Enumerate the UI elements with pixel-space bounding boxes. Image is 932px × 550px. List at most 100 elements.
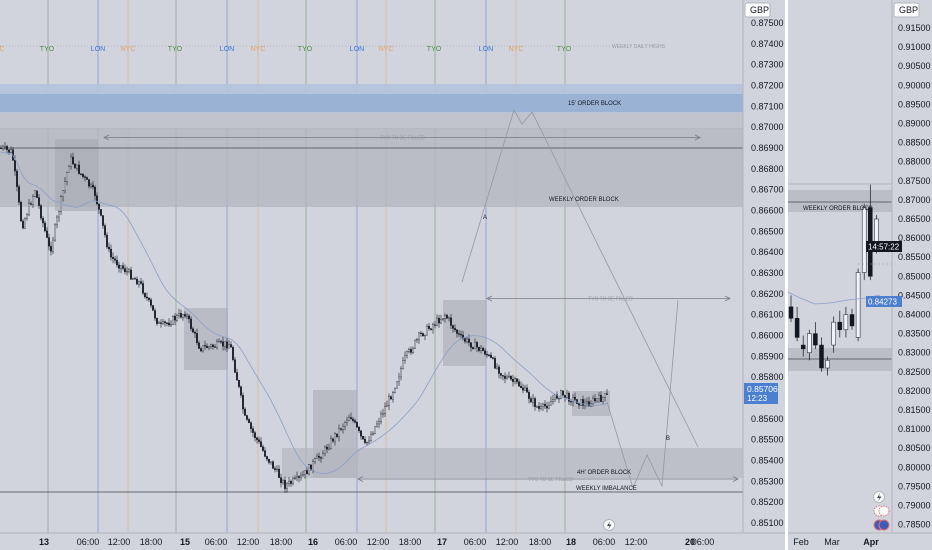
right-time-axis[interactable] [788,533,932,550]
candle-body [202,345,204,352]
right-y-tick-label: 0.86500 [898,214,931,224]
candle-body [296,476,298,479]
candle-body [70,156,72,167]
candle-body [570,401,572,403]
candle-body [256,437,258,440]
candle-body [176,315,178,321]
candle-body [116,259,118,266]
labels-right: WEEKLY ORDER BLOCK [803,206,873,212]
candle-body [88,179,90,187]
candle-body [402,360,404,369]
right-candle-body [825,360,830,369]
candle-body [206,345,208,349]
left-x-tick-label: 06:00 [205,537,228,547]
right-currency-label: GBP [899,5,918,15]
session-label: LON [220,46,234,53]
candle-body [350,417,352,420]
candle-body [498,366,500,374]
candle-body [592,398,594,405]
tyo-to-be-filled-mid-label: TYO TO BE FILLED [588,297,633,303]
left-y-tick-label: 0.87100 [751,101,784,111]
candle-body [508,375,510,378]
left-currency-label: GBP [750,5,769,15]
candle-body [278,468,280,478]
right-weekly-order-block-label: WEEKLY ORDER BLOCK [803,206,873,212]
left-x-tick-label: 12:00 [367,537,390,547]
candle-body [284,479,286,489]
pane-divider[interactable] [785,0,788,550]
right-x-tick-label: Apr [863,537,879,547]
candle-body [606,393,608,395]
candle-body [544,403,546,407]
order-block-15-label: 15' ORDER BLOCK [568,101,621,107]
candle-body [308,464,310,475]
candle-body [216,341,218,348]
left-currency-badge[interactable] [744,2,771,18]
candle-body [386,405,388,407]
right-plot-area[interactable] [788,0,892,533]
right-y-tick-label: 0.80500 [898,443,931,453]
left-y-tick-label: 0.85300 [751,476,784,486]
candle-body [418,332,420,340]
left-price-axis[interactable] [743,0,785,533]
candle-body [472,347,474,350]
candle-body [478,347,480,351]
candle-body [410,349,412,353]
candle-body [234,359,236,373]
right-candle-body [807,333,812,353]
candle-body [360,430,362,437]
candle-body [362,436,364,440]
overlap-icon-1[interactable] [873,505,890,517]
candle-body [122,265,124,269]
candle-body [358,426,360,431]
candle-body [16,170,18,187]
right-candle-body [843,314,849,331]
candle-body [76,164,78,169]
candle-body [416,339,418,341]
right-currency-badge[interactable] [893,2,920,18]
candle-body [372,433,374,435]
projection-b-path [606,299,679,490]
candle-body [148,297,150,300]
left-price-tag: 0.85706 12:23 [744,383,778,404]
right-lightning-icon[interactable] [873,491,885,503]
tyo-arrow-top-head-left [103,134,110,141]
small-zone-4 [443,300,486,366]
candle-body [310,464,312,471]
right-price-axis[interactable] [892,0,932,533]
lightning-icon[interactable] [603,519,615,531]
right-x-tick-label: Mar [824,537,840,547]
tyo-arrow-mid-head-right [724,295,731,302]
candle-body [246,415,248,420]
right-chart-pane[interactable] [788,0,892,533]
left-time-axis[interactable] [0,533,785,550]
candle-body [240,386,242,396]
candle-body [334,433,336,442]
overlap-icon-2[interactable] [873,519,890,531]
candle-body [48,237,50,247]
candle-body [348,417,350,422]
candle-body [68,166,70,173]
left-y-tick-label: 0.86700 [751,185,784,195]
candle-body [192,328,194,333]
left-x-tick-label: 18:00 [270,537,293,547]
candle-body [550,401,552,406]
candle-body [420,332,422,334]
candle-body [144,293,146,298]
candle-body [222,341,224,347]
candle-body [602,397,604,402]
right-candle-body [788,306,794,319]
candle-body [430,328,432,330]
candle-body [432,324,434,330]
right-countdown-bg [866,241,902,252]
right-lower-zone [788,348,892,371]
candle-body [182,314,184,318]
candle-body [392,392,394,400]
candle-body [524,387,526,391]
session-label: LON [479,46,493,53]
candle-body [320,457,322,459]
left-x-tick-label: 16 [308,537,318,547]
candle-body [442,318,444,320]
candle-body [424,334,426,337]
